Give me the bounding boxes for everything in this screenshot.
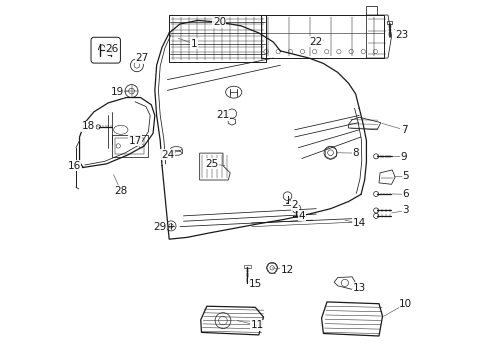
Text: 26: 26 — [105, 44, 118, 54]
Text: 20: 20 — [212, 17, 225, 27]
Bar — [366, 6, 376, 15]
Text: 16: 16 — [67, 161, 81, 171]
Bar — [112, 135, 147, 157]
Text: 29: 29 — [153, 222, 166, 231]
Text: 17: 17 — [128, 136, 142, 145]
Bar — [260, 15, 384, 58]
Text: 7: 7 — [400, 125, 407, 135]
Text: 27: 27 — [135, 53, 149, 63]
Bar — [244, 265, 250, 267]
Bar — [386, 21, 391, 24]
Text: 19: 19 — [110, 87, 123, 97]
Text: 11: 11 — [250, 320, 263, 330]
Text: 14: 14 — [352, 218, 365, 228]
Text: 2: 2 — [291, 200, 297, 210]
Text: 15: 15 — [248, 279, 262, 289]
Bar — [115, 138, 144, 154]
Text: 23: 23 — [395, 30, 408, 40]
Text: 3: 3 — [402, 206, 408, 216]
Text: 6: 6 — [402, 189, 408, 199]
Bar — [169, 15, 265, 62]
Text: 21: 21 — [216, 111, 229, 121]
Text: 28: 28 — [114, 186, 127, 196]
Text: 24: 24 — [161, 150, 174, 160]
Text: 8: 8 — [352, 148, 358, 158]
Text: 12: 12 — [280, 265, 294, 275]
Text: 22: 22 — [309, 37, 322, 47]
Text: 10: 10 — [399, 299, 411, 309]
Text: 9: 9 — [400, 152, 407, 162]
Text: 25: 25 — [205, 159, 219, 169]
Text: 1: 1 — [191, 39, 197, 49]
Text: 4: 4 — [298, 211, 305, 221]
Text: 13: 13 — [352, 283, 365, 293]
Text: 5: 5 — [402, 171, 408, 181]
Text: 18: 18 — [81, 121, 95, 131]
